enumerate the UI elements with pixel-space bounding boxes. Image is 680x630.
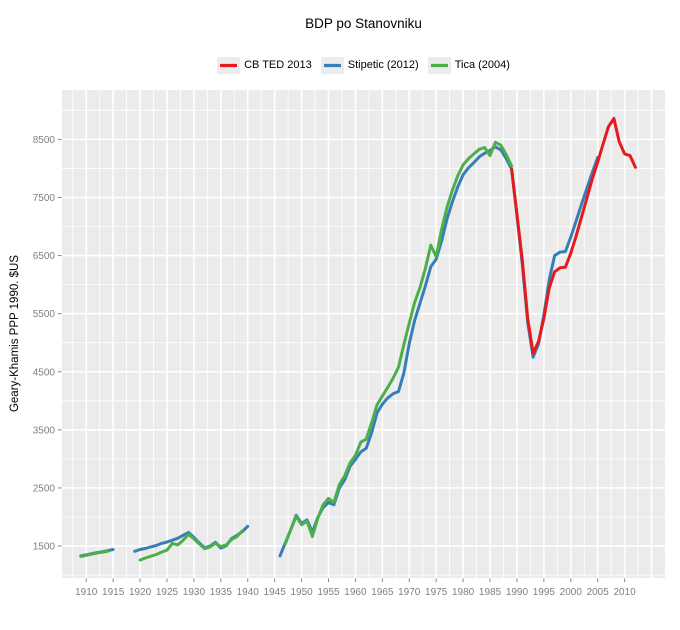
x-tick-label: 1945 <box>264 587 287 598</box>
series-line-tica-2004 <box>79 549 110 558</box>
x-tick-label: 1920 <box>129 587 152 598</box>
legend-line-blue-icon <box>323 63 341 67</box>
y-tick-label: 8500 <box>33 135 56 146</box>
x-tick-label: 1955 <box>317 587 340 598</box>
y-axis-title: Geary-Khamis PPP 1990. $US <box>9 255 21 413</box>
x-tick-label: 1950 <box>290 587 313 598</box>
y-tick-label: 3500 <box>33 425 56 436</box>
x-tick-label: 1990 <box>506 587 529 598</box>
x-tick-label: 1970 <box>398 587 421 598</box>
x-tick-label: 1975 <box>425 587 448 598</box>
x-tick-label: 1995 <box>533 587 556 598</box>
x-tick-label: 1925 <box>156 587 179 598</box>
x-tick-label: 2010 <box>613 587 636 598</box>
series-line-tica-2004 <box>283 140 514 546</box>
legend-key-stipetic <box>320 56 344 74</box>
x-tick-label: 1960 <box>344 587 367 598</box>
x-tick-label: 1910 <box>75 587 98 598</box>
y-tick-label: 6500 <box>33 251 56 262</box>
legend-line-green-icon <box>430 63 448 67</box>
legend-line-red-icon <box>220 63 238 67</box>
chart-title: BDP po Stanovniku <box>305 16 422 31</box>
x-tick-label: 1935 <box>210 587 233 598</box>
legend-label-tica: Tica (2004) <box>454 59 510 71</box>
legend-item-stipetic: Stipetic (2012) <box>320 56 419 74</box>
x-tick-label: 1915 <box>102 587 125 598</box>
x-tick-label: 1940 <box>237 587 260 598</box>
series-line-cb-ted-2013 <box>510 117 637 355</box>
legend: CB TED 2013 Stipetic (2012) Tica (2004) <box>62 54 665 76</box>
y-tick-label: 1500 <box>33 542 56 553</box>
plot-panel <box>62 90 665 578</box>
x-tick-label: 2000 <box>560 587 583 598</box>
x-tick-label: 1965 <box>371 587 394 598</box>
y-tick-label: 5500 <box>33 309 56 320</box>
y-tick-label: 2500 <box>33 483 56 494</box>
x-tick-label: 2005 <box>587 587 610 598</box>
legend-label-cbted: CB TED 2013 <box>244 59 312 71</box>
legend-item-tica: Tica (2004) <box>427 56 510 74</box>
y-tick-label: 7500 <box>33 193 56 204</box>
x-tick-label: 1985 <box>479 587 502 598</box>
legend-key-cbted <box>217 56 241 74</box>
legend-item-cbted: CB TED 2013 <box>217 56 312 74</box>
x-tick-label: 1930 <box>183 587 206 598</box>
legend-label-stipetic: Stipetic (2012) <box>347 59 419 71</box>
y-tick-label: 4500 <box>33 367 56 378</box>
x-tick-label: 1980 <box>452 587 475 598</box>
legend-key-tica <box>427 56 451 74</box>
series-line-tica-2004 <box>138 529 244 562</box>
